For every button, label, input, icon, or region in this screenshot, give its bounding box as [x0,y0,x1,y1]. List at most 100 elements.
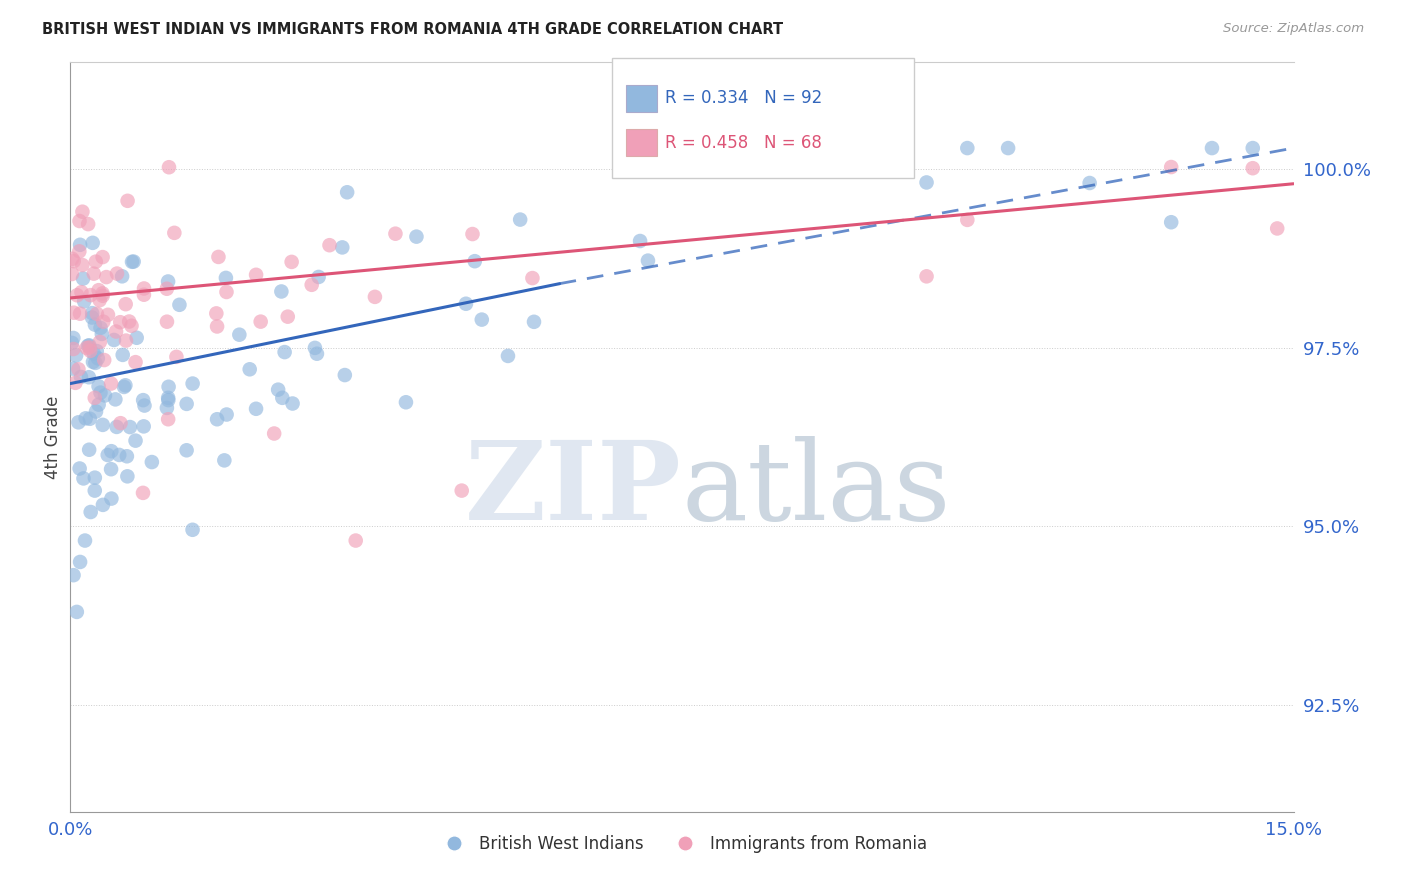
Point [67,415,90,429]
Point [117,469,139,483]
Point [79,341,101,355]
Point [277,310,299,324]
Point [111,348,134,362]
Point [87,283,110,297]
Point [215,271,238,285]
Point [79,505,103,519]
Point [104,392,127,407]
Text: R = 0.458   N = 68: R = 0.458 N = 68 [665,134,823,152]
Point [450,483,472,498]
Point [110,416,132,430]
Point [157,412,180,426]
Point [205,319,228,334]
Point [333,368,356,382]
Point [245,268,267,282]
Point [163,226,186,240]
Point [60,267,83,281]
Point [62,361,84,376]
Point [132,486,155,500]
Point [105,325,128,339]
Point [60,252,83,266]
Point [132,281,155,295]
Point [114,297,136,311]
Point [405,229,427,244]
Point [60,335,83,350]
Point [215,408,238,422]
Point [76,341,98,355]
Point [169,298,191,312]
Point [65,348,87,362]
Point [77,339,100,353]
Point [308,269,330,284]
Point [69,237,91,252]
Point [83,483,105,498]
Point [461,227,484,241]
Point [86,307,108,321]
Point [915,269,938,284]
Point [91,286,114,301]
Point [86,344,108,359]
Point [301,277,323,292]
Point [62,331,84,345]
Point [91,250,114,264]
Point [83,318,105,332]
Text: Source: ZipAtlas.com: Source: ZipAtlas.com [1223,22,1364,36]
Point [522,271,544,285]
Point [83,267,105,281]
Point [100,491,122,506]
Point [304,341,326,355]
Point [62,254,84,268]
Point [523,315,546,329]
Point [124,355,146,369]
Point [62,342,84,356]
Point [509,212,531,227]
Point [464,254,486,268]
Point [108,448,131,462]
Text: atlas: atlas [682,436,952,543]
Point [157,380,180,394]
Point [84,254,107,268]
Point [84,356,107,370]
Point [228,327,250,342]
Point [181,523,204,537]
Y-axis label: 4th Grade: 4th Grade [44,395,62,479]
Point [62,568,84,582]
Point [330,240,353,254]
Point [344,533,367,548]
Point [83,391,105,405]
Point [496,349,519,363]
Point [80,310,103,325]
Point [628,234,651,248]
Point [94,388,117,402]
Point [141,455,163,469]
Point [176,397,198,411]
Point [89,293,111,308]
Point [91,417,114,432]
Point [72,271,94,285]
Point [1201,141,1223,155]
Point [73,533,96,548]
Point [305,347,328,361]
Point [114,378,136,392]
Point [1241,141,1264,155]
Point [215,285,238,299]
Point [115,334,138,348]
Point [637,253,659,268]
Point [156,401,179,415]
Point [83,470,105,484]
Point [239,362,262,376]
Point [132,419,155,434]
Point [66,288,89,302]
Point [1078,176,1101,190]
Point [84,404,107,418]
Point [157,160,180,174]
Point [118,314,141,328]
Point [90,326,112,341]
Point [281,396,304,410]
Point [157,391,180,405]
Point [364,290,387,304]
Point [115,450,138,464]
Point [132,287,155,301]
Point [1160,215,1182,229]
Point [122,254,145,268]
